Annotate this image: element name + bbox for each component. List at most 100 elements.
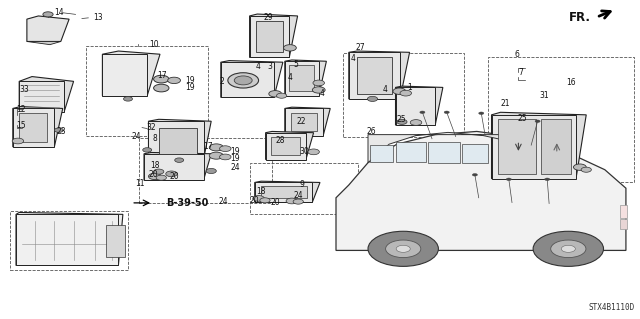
Text: 25: 25 bbox=[397, 115, 406, 124]
Circle shape bbox=[368, 231, 438, 266]
Polygon shape bbox=[16, 214, 118, 265]
Circle shape bbox=[148, 173, 161, 180]
Polygon shape bbox=[285, 60, 326, 96]
Text: B-39-50: B-39-50 bbox=[166, 198, 208, 208]
Text: 4: 4 bbox=[288, 73, 293, 82]
Circle shape bbox=[410, 120, 422, 125]
Text: 8: 8 bbox=[152, 134, 157, 143]
Text: 9: 9 bbox=[300, 180, 305, 189]
Polygon shape bbox=[102, 54, 147, 96]
Polygon shape bbox=[285, 107, 330, 136]
Circle shape bbox=[143, 148, 152, 152]
Polygon shape bbox=[250, 16, 289, 57]
Polygon shape bbox=[256, 21, 283, 52]
Polygon shape bbox=[255, 182, 312, 202]
Polygon shape bbox=[27, 16, 69, 41]
Circle shape bbox=[479, 112, 484, 115]
Polygon shape bbox=[148, 121, 204, 160]
Text: 33: 33 bbox=[19, 85, 29, 94]
Polygon shape bbox=[261, 186, 307, 198]
Polygon shape bbox=[498, 119, 536, 174]
Circle shape bbox=[209, 152, 223, 159]
Circle shape bbox=[175, 158, 184, 162]
Circle shape bbox=[220, 154, 231, 160]
Text: 19: 19 bbox=[230, 147, 240, 156]
Bar bbox=[10, 211, 128, 270]
Text: 15: 15 bbox=[17, 121, 26, 130]
Text: 17: 17 bbox=[157, 71, 166, 80]
Polygon shape bbox=[428, 142, 460, 163]
Circle shape bbox=[156, 175, 166, 180]
Text: 16: 16 bbox=[566, 78, 576, 87]
Polygon shape bbox=[368, 132, 517, 163]
Circle shape bbox=[308, 149, 319, 155]
Circle shape bbox=[12, 138, 24, 144]
Bar bbox=[139, 138, 272, 203]
Text: 6: 6 bbox=[515, 50, 520, 59]
Circle shape bbox=[400, 90, 412, 96]
Circle shape bbox=[154, 169, 164, 174]
Circle shape bbox=[168, 77, 180, 84]
Polygon shape bbox=[271, 137, 300, 155]
Polygon shape bbox=[144, 152, 211, 180]
Polygon shape bbox=[396, 142, 426, 162]
Circle shape bbox=[444, 111, 449, 114]
Circle shape bbox=[420, 111, 425, 114]
Text: FR.: FR. bbox=[570, 11, 591, 24]
Polygon shape bbox=[289, 65, 314, 91]
Text: 27: 27 bbox=[355, 43, 365, 52]
Circle shape bbox=[312, 87, 325, 93]
Text: 18: 18 bbox=[256, 187, 266, 196]
Circle shape bbox=[154, 75, 169, 83]
Circle shape bbox=[472, 174, 477, 176]
Circle shape bbox=[228, 73, 259, 88]
Circle shape bbox=[313, 80, 324, 86]
Circle shape bbox=[535, 120, 540, 122]
Circle shape bbox=[154, 84, 169, 92]
Text: 22: 22 bbox=[296, 117, 306, 126]
Text: 19: 19 bbox=[230, 154, 240, 163]
Circle shape bbox=[293, 199, 303, 204]
Polygon shape bbox=[492, 112, 586, 179]
Bar bbox=[343, 53, 464, 137]
Circle shape bbox=[43, 12, 53, 17]
Text: 10: 10 bbox=[148, 40, 159, 48]
Circle shape bbox=[367, 96, 378, 101]
Circle shape bbox=[54, 128, 63, 132]
Bar bbox=[488, 57, 634, 182]
Polygon shape bbox=[462, 144, 488, 163]
Polygon shape bbox=[148, 119, 211, 160]
Circle shape bbox=[561, 245, 575, 252]
Circle shape bbox=[276, 93, 287, 98]
Polygon shape bbox=[291, 113, 317, 131]
Text: 26: 26 bbox=[367, 127, 376, 136]
Polygon shape bbox=[336, 131, 626, 250]
Circle shape bbox=[260, 198, 270, 203]
Text: 18: 18 bbox=[150, 161, 160, 170]
Polygon shape bbox=[349, 51, 410, 99]
Text: 24: 24 bbox=[230, 163, 240, 172]
Polygon shape bbox=[396, 86, 443, 125]
Circle shape bbox=[234, 76, 252, 85]
Polygon shape bbox=[266, 133, 306, 160]
Text: 5: 5 bbox=[293, 60, 298, 69]
Text: 11: 11 bbox=[136, 179, 145, 188]
Text: 1: 1 bbox=[408, 83, 412, 92]
Text: 3: 3 bbox=[268, 63, 273, 71]
Text: 30: 30 bbox=[300, 147, 309, 156]
Circle shape bbox=[209, 144, 223, 151]
Text: 4: 4 bbox=[256, 62, 261, 71]
Polygon shape bbox=[396, 87, 435, 125]
Text: 7: 7 bbox=[518, 68, 524, 77]
Bar bbox=[620, 205, 627, 218]
Text: 20: 20 bbox=[170, 172, 179, 181]
Text: STX4B1110D: STX4B1110D bbox=[589, 303, 635, 312]
Text: 19: 19 bbox=[186, 76, 195, 85]
Polygon shape bbox=[370, 145, 393, 162]
Text: 20: 20 bbox=[250, 197, 259, 205]
Circle shape bbox=[269, 91, 282, 97]
Polygon shape bbox=[541, 119, 571, 174]
Circle shape bbox=[206, 168, 216, 174]
Text: 32: 32 bbox=[146, 123, 156, 132]
Circle shape bbox=[124, 97, 132, 101]
